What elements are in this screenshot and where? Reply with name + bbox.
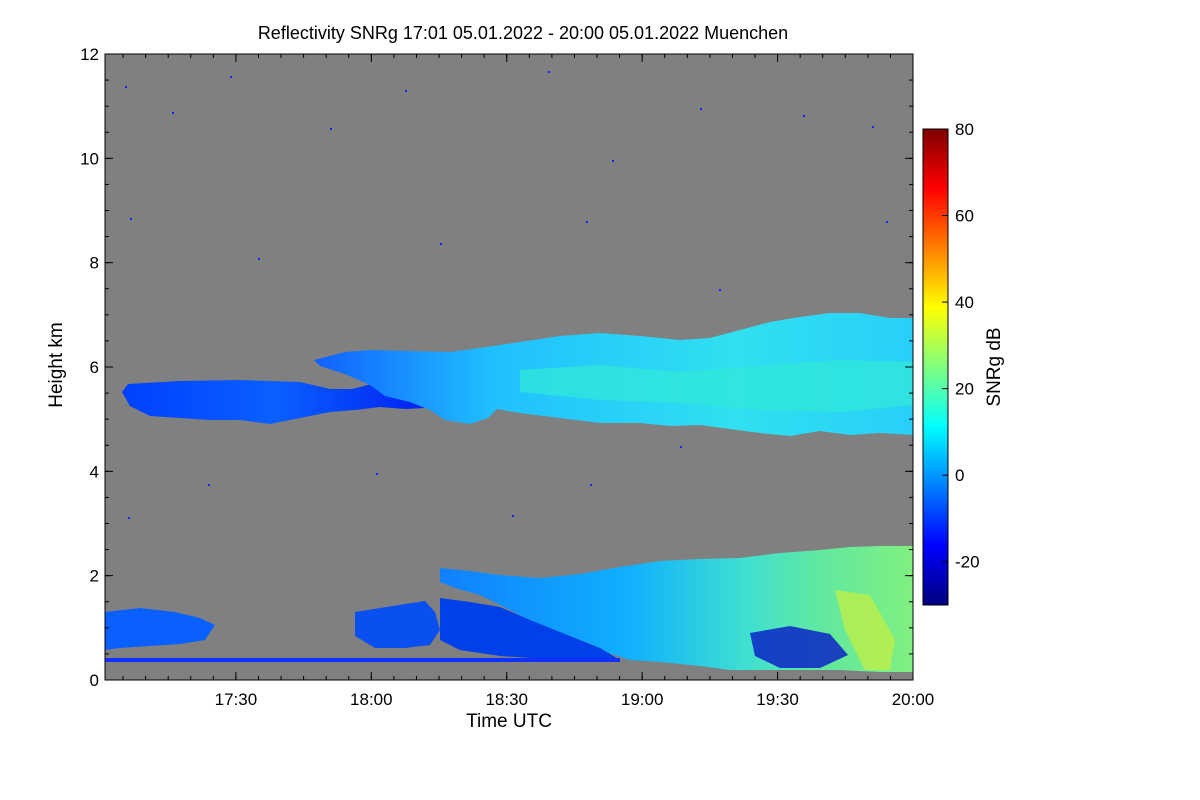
- colorbar-tick-label: 80: [955, 120, 974, 139]
- noise-dots: [125, 71, 888, 519]
- x-tick-label: 20:00: [892, 690, 935, 709]
- y-tick-label: 4: [90, 462, 99, 481]
- colorbar-label: SNRg dB: [984, 327, 1005, 406]
- x-axis: 17:30 18:00 18:30 19:00 19:30 20:00: [122, 54, 935, 709]
- near-ground-echo-1: [105, 608, 215, 650]
- colorbar-tick-label: 60: [955, 207, 974, 226]
- y-tick-label: 0: [90, 671, 99, 690]
- colorbar-tick-label: 40: [955, 293, 974, 312]
- ground-clutter-line: [105, 658, 620, 662]
- x-tick-label: 19:30: [756, 690, 799, 709]
- y-tick-label: 10: [80, 149, 99, 168]
- x-axis-label: Time UTC: [466, 711, 552, 732]
- x-tick-label: 18:30: [485, 690, 528, 709]
- y-tick-label: 8: [90, 254, 99, 273]
- precip-streak: [835, 590, 895, 670]
- colorbar-tick-label: -20: [955, 553, 980, 572]
- x-tick-label: 17:30: [215, 690, 258, 709]
- low-cloud-pocket: [750, 626, 848, 668]
- colorbar-tick-label: 20: [955, 380, 974, 399]
- near-ground-echo-3: [440, 598, 620, 660]
- x-tick-label: 19:00: [621, 690, 664, 709]
- upper-cloud-core: [520, 360, 913, 412]
- radar-echoes: [105, 71, 913, 672]
- y-tick-label: 12: [80, 45, 99, 64]
- near-ground-echo-2: [355, 601, 440, 648]
- y-axis: 0 2 4 6 8 10 12: [80, 45, 913, 690]
- upper-cloud-west: [122, 380, 430, 424]
- colorbar-ticks: 80 60 40 20 0 -20: [942, 120, 980, 572]
- y-tick-label: 6: [90, 358, 99, 377]
- y-axis-label: Height km: [46, 322, 67, 408]
- y-tick-label: 2: [90, 567, 99, 586]
- colorbar: [922, 128, 949, 606]
- chart-title: Reflectivity SNRg 17:01 05.01.2022 - 20:…: [258, 23, 788, 43]
- colorbar-tick-label: 0: [955, 466, 964, 485]
- x-tick-label: 18:00: [350, 690, 393, 709]
